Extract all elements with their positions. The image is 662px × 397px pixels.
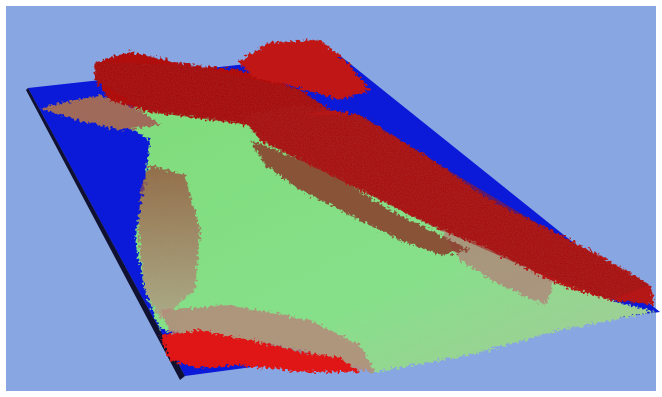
terrain-render [0,0,662,397]
page [0,0,662,397]
